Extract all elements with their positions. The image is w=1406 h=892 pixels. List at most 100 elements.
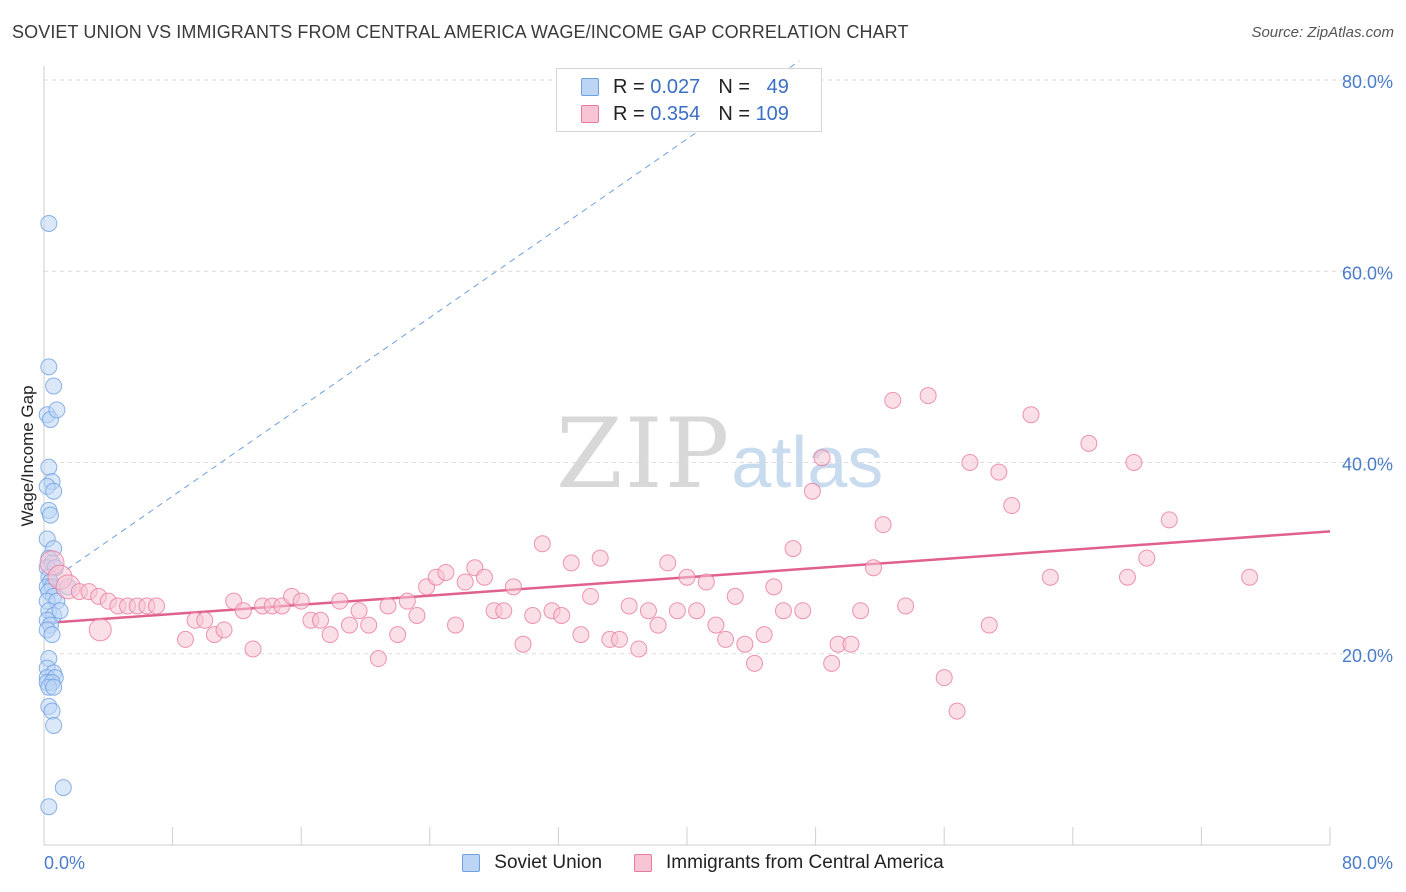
central-america-point	[148, 597, 166, 615]
chart-title: SOVIET UNION VS IMMIGRANTS FROM CENTRAL …	[12, 22, 909, 42]
central-america-point	[765, 578, 783, 596]
soviet-union-point	[45, 482, 63, 500]
central-america-point	[1125, 454, 1143, 471]
central-america-point	[1041, 568, 1059, 586]
y-axis-label: Wage/Income Gap	[18, 385, 37, 526]
central-america-point	[582, 587, 600, 605]
central-america-point	[639, 602, 657, 620]
y-tick-label: 40.0%	[1342, 455, 1393, 475]
axis-labels: 20.0% 40.0% 60.0% 80.0% 0.0% 80.0% Wage/Income…	[18, 72, 1393, 873]
soviet-union-point	[40, 798, 58, 816]
central-america-point	[331, 592, 349, 610]
central-america-point	[292, 592, 310, 610]
legend-n-label: N =	[718, 75, 750, 98]
soviet-union-point	[43, 702, 61, 720]
central-america-point	[688, 602, 706, 620]
central-america-point	[746, 654, 764, 672]
x-tick-label: 80.0%	[1342, 853, 1393, 873]
central-america-point	[736, 635, 754, 653]
correlation-legend: R = 0.027 N = 49 R = 0.354 N = 109	[556, 68, 822, 132]
central-america-point	[437, 563, 455, 581]
y-tick-label: 20.0%	[1342, 646, 1393, 666]
soviet-union-point	[51, 602, 69, 620]
legend-r-label: R =	[613, 102, 645, 125]
legend-r-value: 0.354	[650, 102, 701, 125]
central-america-point	[774, 602, 792, 620]
series-legend: Soviet Union Immigrants from Central Ame…	[0, 852, 1406, 874]
soviet-union-point	[48, 401, 66, 419]
central-america-point	[1138, 549, 1156, 567]
central-america-point	[620, 597, 638, 615]
central-america-point	[948, 702, 966, 720]
central-america-point	[1118, 568, 1136, 586]
central-america-point	[697, 573, 715, 591]
soviet-union-point	[54, 779, 72, 797]
soviet-union-point	[40, 458, 58, 476]
central-america-point	[852, 602, 870, 620]
central-america-point	[514, 635, 532, 653]
central-america-point	[1022, 406, 1040, 424]
trend-lines	[43, 60, 1331, 625]
central-america-point	[533, 535, 551, 553]
central-america-point	[897, 597, 915, 615]
central-america-point	[678, 568, 696, 586]
central-america-point	[524, 607, 542, 624]
central-america-point	[803, 482, 821, 500]
legend-label-central-america: Immigrants from Central America	[666, 852, 944, 873]
central-america-point	[659, 554, 677, 572]
central-america-point	[591, 549, 609, 567]
central-america-point	[311, 611, 329, 629]
legend-item-central-america: Immigrants from Central America	[634, 852, 944, 874]
y-tick-label: 60.0%	[1342, 263, 1393, 283]
central-america-point	[244, 640, 262, 658]
legend-row-soviet-union: R = 0.027 N = 49	[581, 75, 789, 99]
legend-swatch-pink	[581, 105, 599, 123]
data-points	[38, 214, 1259, 816]
soviet-union-point	[45, 377, 63, 395]
central-america-point	[726, 587, 744, 605]
legend-n-label: N =	[718, 102, 750, 125]
soviet-union-point	[45, 678, 63, 696]
watermark-zip: ZIP	[556, 398, 732, 510]
central-america-point	[961, 454, 979, 471]
central-america-point	[990, 463, 1008, 481]
central-america-point	[935, 669, 953, 687]
central-america-point	[456, 573, 474, 591]
central-america-point	[408, 607, 426, 624]
central-america-point	[447, 616, 465, 634]
central-america-point	[234, 602, 252, 620]
central-america-point	[88, 618, 112, 642]
central-america-point	[495, 602, 513, 620]
central-america-point	[389, 626, 407, 644]
soviet-union-point	[41, 506, 59, 524]
central-america-point	[321, 626, 339, 644]
legend-swatch-pink	[634, 854, 653, 872]
central-america-point	[379, 597, 397, 615]
soviet-union-point	[40, 214, 58, 232]
x-tick-label: 0.0%	[44, 853, 85, 873]
central-america-point	[794, 602, 812, 620]
source-label: Source: ZipAtlas.com	[1251, 24, 1394, 41]
central-america-point	[980, 616, 998, 634]
soviet-union-point	[43, 626, 61, 644]
y-tick-label: 80.0%	[1342, 72, 1393, 92]
soviet-union-point	[45, 716, 63, 734]
central-america-point	[475, 568, 493, 586]
central-america-point	[864, 559, 882, 577]
central-america-point	[717, 630, 735, 648]
legend-r-label: R =	[613, 75, 645, 98]
central-america-point	[215, 621, 233, 639]
central-america-point	[350, 602, 368, 620]
legend-swatch-blue	[581, 78, 599, 96]
legend-label-soviet-union: Soviet Union	[494, 852, 603, 873]
central-america-point	[630, 640, 648, 658]
central-america-point	[610, 630, 628, 648]
soviet-union-trend-line	[48, 60, 800, 583]
central-america-point	[784, 540, 802, 558]
legend-item-soviet-union: Soviet Union	[462, 852, 602, 874]
central-america-point	[755, 626, 773, 644]
central-america-point	[360, 616, 378, 634]
legend-n-value: 49	[766, 75, 789, 98]
legend-swatch-blue	[462, 854, 481, 872]
central-america-point	[504, 578, 522, 596]
